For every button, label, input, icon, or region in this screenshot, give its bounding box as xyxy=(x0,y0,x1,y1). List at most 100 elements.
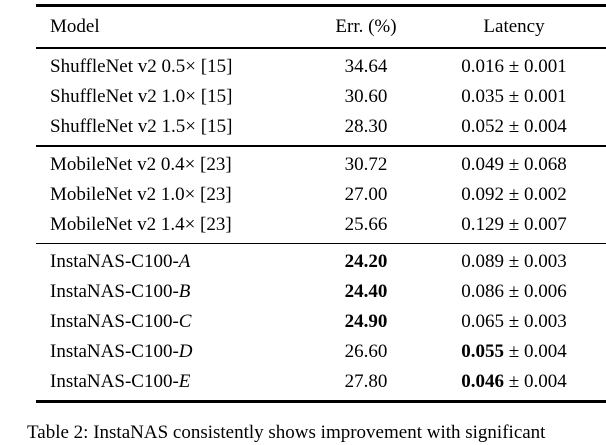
error-cell: 27.00 xyxy=(344,183,388,205)
table-row: ShuffleNet v2 0.5× [15] 34.64 0.016 ± 0.… xyxy=(0,52,606,82)
group-shufflenet: ShuffleNet v2 0.5× [15] 34.64 0.016 ± 0.… xyxy=(0,49,606,145)
model-name: InstaNAS-C100- xyxy=(50,311,179,332)
latency-cell: 0.049 ± 0.068 xyxy=(422,150,606,180)
error-cell: 26.60 xyxy=(344,341,388,362)
error-cell: 30.72 xyxy=(344,153,388,175)
error-cell: 27.80 xyxy=(344,371,388,392)
model-cell: InstaNAS-C100-E xyxy=(36,367,310,397)
latency-mean: 0.055 xyxy=(461,341,505,362)
plus-minus-sign: ± xyxy=(504,371,524,392)
model-variant-letter: D xyxy=(178,341,193,362)
model-name: MobileNet v2 0.4× [23] xyxy=(50,153,232,175)
model-variant-letter: E xyxy=(178,371,191,392)
bottom-rule xyxy=(36,400,606,403)
table-row: MobileNet v2 1.0× [23] 27.00 0.092 ± 0.0… xyxy=(0,180,606,210)
model-cell: MobileNet v2 1.0× [23] xyxy=(36,180,310,210)
model-name: ShuffleNet v2 1.5× [15] xyxy=(50,116,233,137)
model-name: ShuffleNet v2 0.5× [15] xyxy=(50,56,233,77)
model-cell: InstaNAS-C100-B xyxy=(36,277,310,307)
model-cell: MobileNet v2 0.4× [23] xyxy=(36,150,310,180)
model-name: InstaNAS-C100- xyxy=(50,281,179,302)
table-row: InstaNAS-C100-C 24.90 0.065 ± 0.003 xyxy=(0,307,606,337)
paper-page: Model Err. (%) Latency ShuffleNet v2 0.5… xyxy=(0,4,606,443)
plus-minus-sign: ± xyxy=(504,341,524,362)
header-model: Model xyxy=(50,16,100,37)
table-caption: Table 2: InstaNAS consistently shows imp… xyxy=(27,422,546,443)
latency-std: 0.006 xyxy=(523,281,567,302)
top-rule xyxy=(36,4,606,7)
latency-mean: 0.035 xyxy=(461,86,505,107)
header-error: Err. (%) xyxy=(335,16,397,37)
results-table: Model Err. (%) Latency ShuffleNet v2 0.5… xyxy=(0,4,606,403)
plus-minus-sign: ± xyxy=(504,86,524,107)
table-row: InstaNAS-C100-A 24.20 0.089 ± 0.003 xyxy=(0,247,606,277)
latency-cell: 0.035 ± 0.001 xyxy=(422,82,606,112)
latency-cell: 0.055 ± 0.004 xyxy=(422,337,606,367)
latency-mean: 0.129 xyxy=(461,213,505,235)
table-row: MobileNet v2 1.4× [23] 25.66 0.129 ± 0.0… xyxy=(0,210,606,240)
latency-std: 0.001 xyxy=(523,56,567,77)
plus-minus-sign: ± xyxy=(504,281,524,302)
error-cell: 25.66 xyxy=(344,213,388,235)
model-variant-letter: C xyxy=(178,311,192,332)
latency-std: 0.001 xyxy=(523,86,567,107)
model-cell: ShuffleNet v2 1.0× [15] xyxy=(36,82,310,112)
latency-std: 0.004 xyxy=(523,341,567,362)
latency-std: 0.002 xyxy=(523,183,567,205)
plus-minus-sign: ± xyxy=(504,116,524,137)
error-cell: 24.20 xyxy=(344,251,388,272)
plus-minus-sign: ± xyxy=(504,311,524,332)
latency-cell: 0.089 ± 0.003 xyxy=(422,247,606,277)
plus-minus-sign: ± xyxy=(504,251,524,272)
latency-cell: 0.086 ± 0.006 xyxy=(422,277,606,307)
latency-std: 0.003 xyxy=(523,311,567,332)
model-cell: ShuffleNet v2 1.5× [15] xyxy=(36,112,310,142)
group-mobilenet: MobileNet v2 0.4× [23] 30.72 0.049 ± 0.0… xyxy=(0,147,606,243)
table-row: MobileNet v2 0.4× [23] 30.72 0.049 ± 0.0… xyxy=(0,150,606,180)
latency-mean: 0.016 xyxy=(461,56,505,77)
group-instanas: InstaNAS-C100-A 24.20 0.089 ± 0.003 Inst… xyxy=(0,244,606,400)
plus-minus-sign: ± xyxy=(504,56,524,77)
model-name: InstaNAS-C100- xyxy=(50,371,179,392)
latency-cell: 0.052 ± 0.004 xyxy=(422,112,606,142)
latency-std: 0.007 xyxy=(523,213,567,235)
model-variant-letter: B xyxy=(178,281,191,302)
latency-mean: 0.089 xyxy=(461,251,505,272)
error-cell: 24.40 xyxy=(344,281,388,302)
latency-cell: 0.065 ± 0.003 xyxy=(422,307,606,337)
group-separator-rule xyxy=(36,145,606,147)
latency-mean: 0.049 xyxy=(461,153,505,175)
model-name: InstaNAS-C100- xyxy=(50,341,179,362)
latency-cell: 0.129 ± 0.007 xyxy=(422,210,606,240)
table-row: InstaNAS-C100-E 27.80 0.046 ± 0.004 xyxy=(0,367,606,397)
plus-minus-sign: ± xyxy=(504,213,524,235)
model-cell: MobileNet v2 1.4× [23] xyxy=(36,210,310,240)
latency-std: 0.068 xyxy=(523,153,567,175)
error-cell: 24.90 xyxy=(344,311,388,332)
latency-mean: 0.086 xyxy=(461,281,505,302)
table-row: InstaNAS-C100-B 24.40 0.086 ± 0.006 xyxy=(0,277,606,307)
header-latency: Latency xyxy=(483,16,545,37)
model-cell: InstaNAS-C100-D xyxy=(36,337,310,367)
error-cell: 30.60 xyxy=(344,86,388,107)
latency-std: 0.004 xyxy=(523,116,567,137)
latency-mean: 0.052 xyxy=(461,116,505,137)
table-row: InstaNAS-C100-D 26.60 0.055 ± 0.004 xyxy=(0,337,606,367)
model-variant-letter: A xyxy=(178,251,191,272)
latency-std: 0.004 xyxy=(523,371,567,392)
group-separator-rule xyxy=(36,242,606,244)
model-name: MobileNet v2 1.4× [23] xyxy=(50,213,232,235)
plus-minus-sign: ± xyxy=(504,153,524,175)
model-name: MobileNet v2 1.0× [23] xyxy=(50,183,232,205)
model-name: InstaNAS-C100- xyxy=(50,251,179,272)
latency-cell: 0.046 ± 0.004 xyxy=(422,367,606,397)
latency-cell: 0.092 ± 0.002 xyxy=(422,180,606,210)
model-name: ShuffleNet v2 1.0× [15] xyxy=(50,86,233,107)
latency-mean: 0.092 xyxy=(461,183,505,205)
model-cell: ShuffleNet v2 0.5× [15] xyxy=(36,52,310,82)
table-header-row: Model Err. (%) Latency xyxy=(0,7,606,47)
error-cell: 28.30 xyxy=(344,116,388,137)
table-row: ShuffleNet v2 1.0× [15] 30.60 0.035 ± 0.… xyxy=(0,82,606,112)
error-cell: 34.64 xyxy=(344,56,388,77)
plus-minus-sign: ± xyxy=(504,183,524,205)
